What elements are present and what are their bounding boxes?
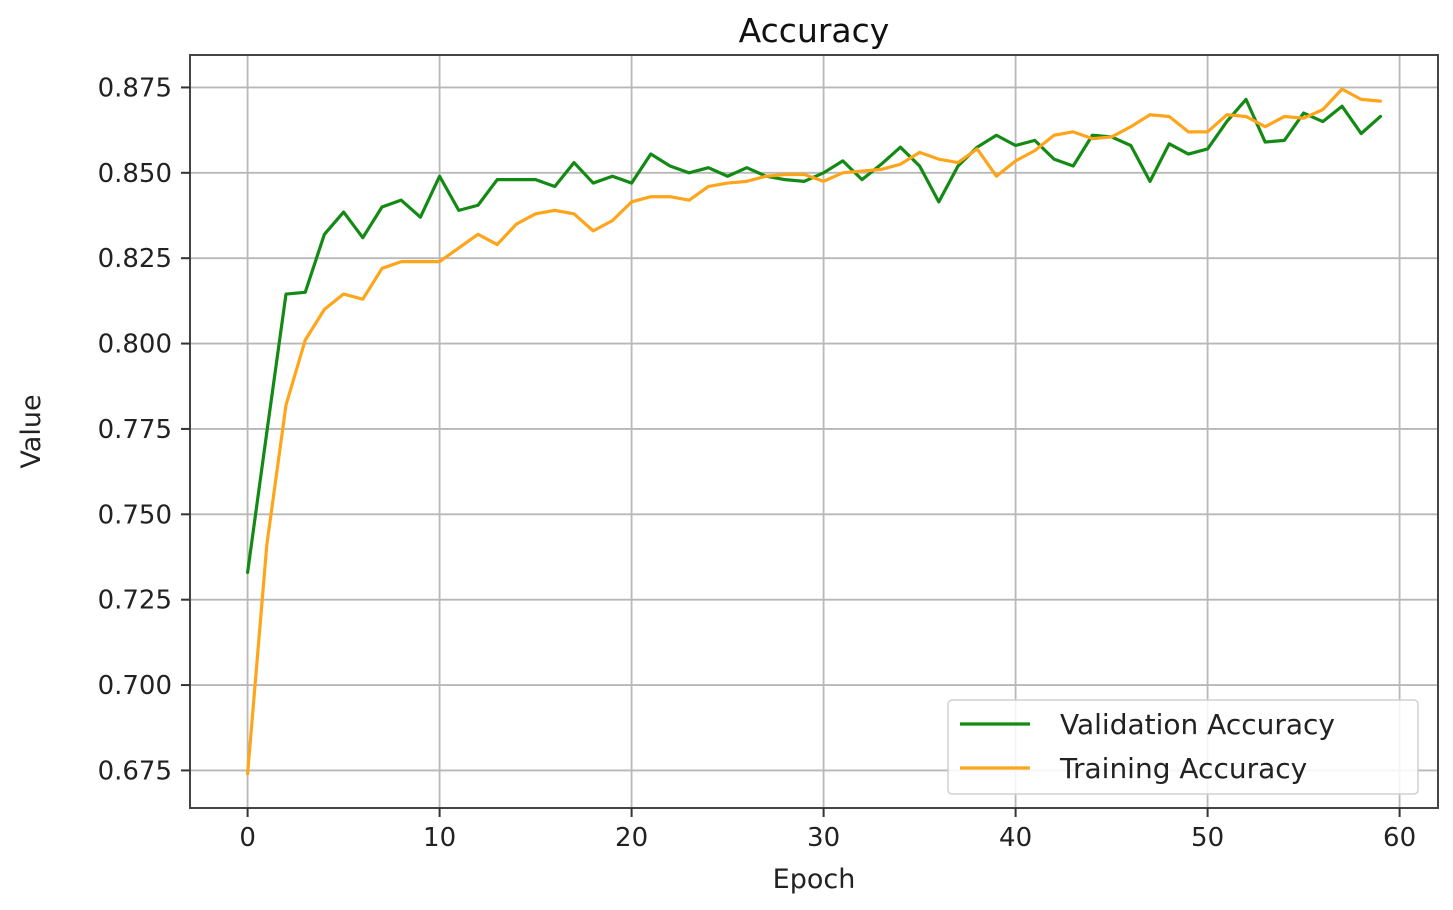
x-tick-label: 0 (239, 823, 256, 853)
chart-title: Accuracy (739, 11, 890, 50)
chart-legend: Validation Accuracy Training Accuracy (947, 699, 1419, 795)
x-tick-label: 30 (807, 823, 840, 853)
legend-box (947, 699, 1419, 795)
x-tick-label: 60 (1383, 823, 1416, 853)
y-axis-title: Value (16, 394, 47, 468)
series-line-training (246, 87, 1383, 776)
x-axis-title: Epoch (773, 864, 856, 895)
y-tick-label: 0.800 (98, 330, 172, 360)
x-tick-label: 10 (423, 823, 456, 853)
y-tick-label: 0.850 (98, 159, 172, 189)
y-axis-ticks: 0.675 0.700 0.725 0.750 0.775 0.800 0.825 0.850… (98, 73, 190, 786)
x-tick-label: 20 (615, 823, 648, 853)
x-tick-label: 40 (999, 823, 1032, 853)
x-tick-label: 50 (1191, 823, 1224, 853)
plot-area-frame (189, 54, 1439, 809)
legend-label-training: Training Accuracy (1059, 752, 1307, 785)
y-tick-label: 0.825 (98, 244, 172, 274)
y-tick-label: 0.675 (98, 756, 172, 786)
series-lines (246, 87, 1383, 776)
y-tick-label: 0.750 (98, 500, 172, 530)
legend-label-validation: Validation Accuracy (1060, 708, 1335, 741)
y-tick-label: 0.875 (98, 73, 172, 103)
y-tick-label: 0.775 (98, 415, 172, 445)
y-tick-label: 0.700 (98, 671, 172, 701)
y-tick-label: 0.725 (98, 586, 172, 616)
x-axis-ticks: 0 10 20 30 40 50 60 (239, 808, 1416, 853)
